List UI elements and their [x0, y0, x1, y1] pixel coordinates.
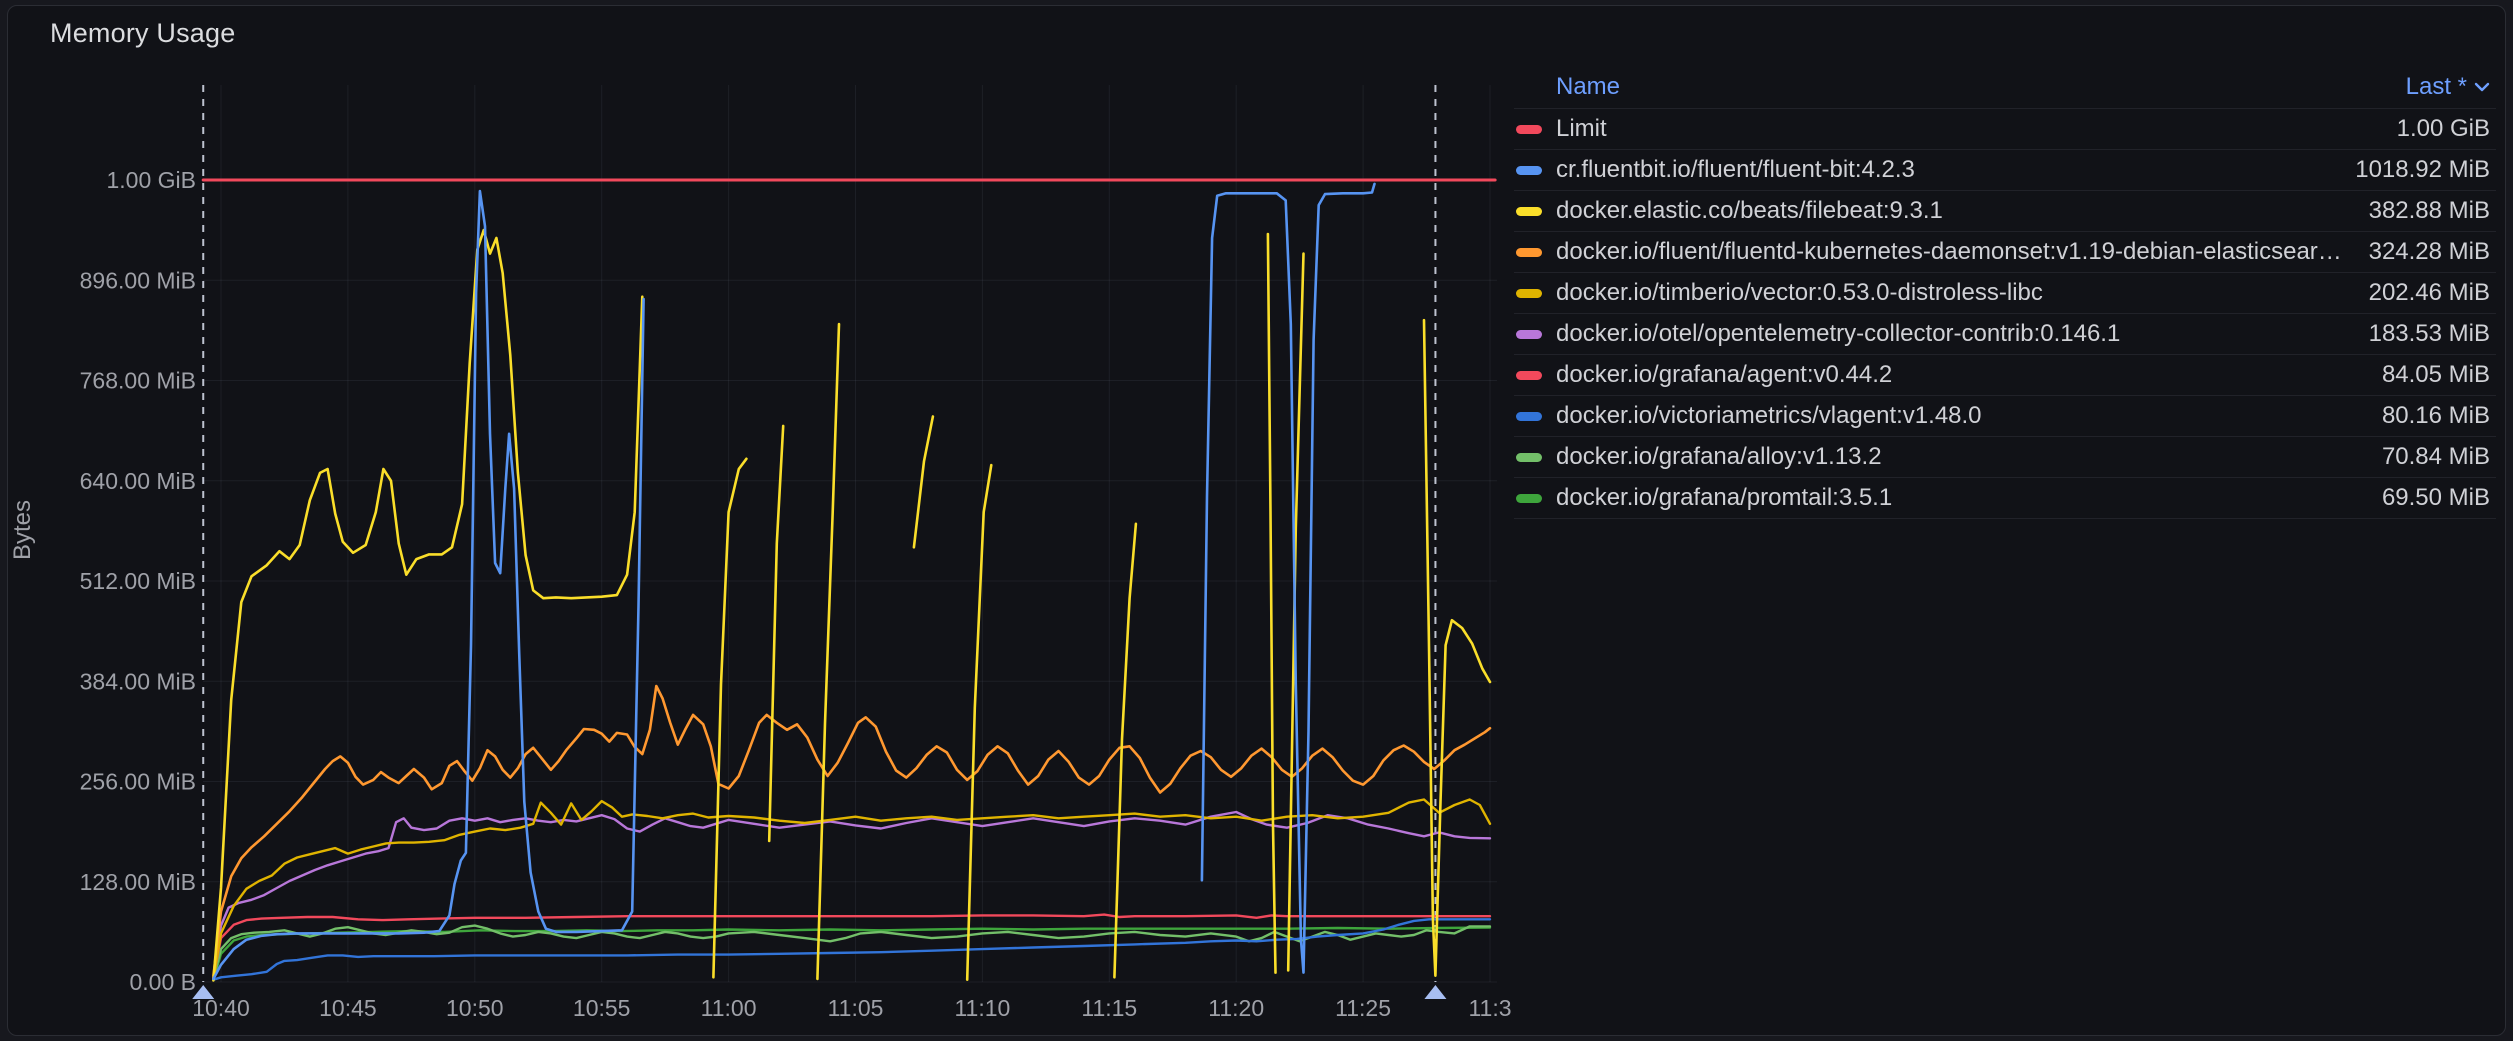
series-last-value: 1.00 GiB: [2396, 115, 2490, 142]
series-line-fluentd[interactable]: [212, 684, 1492, 977]
legend-row[interactable]: cr.fluentbit.io/fluent/fluent-bit:4.2.3 1…: [1514, 150, 2496, 191]
series-last-value: 382.88 MiB: [2368, 197, 2490, 224]
series-name[interactable]: docker.io/grafana/alloy:v1.13.2: [1556, 443, 1882, 470]
legend-last-label: Last *: [2405, 73, 2467, 100]
legend-row[interactable]: docker.io/grafana/agent:v0.44.2 84.05 MiB: [1514, 355, 2496, 396]
series-name[interactable]: docker.io/victoriametrics/vlagent:v1.48.…: [1556, 402, 1982, 429]
memory-usage-panel: Memory Usage: [7, 5, 2506, 1036]
series-color-swatch[interactable]: [1516, 411, 1542, 421]
series-last-value: 202.46 MiB: [2368, 279, 2490, 306]
y-tick-label: 768.00 MiB: [80, 368, 196, 394]
sort-chevron-down-icon: [2474, 82, 2490, 92]
legend-table: Name Last * Limit 1.00 GiB cr.fluentbit.io…: [1514, 66, 2496, 519]
series-last-value: 1018.92 MiB: [2355, 156, 2490, 183]
legend-header: Name Last *: [1514, 66, 2496, 109]
series-line-fluent-bit[interactable]: [212, 182, 1376, 981]
series-color-swatch[interactable]: [1516, 124, 1542, 134]
legend-row[interactable]: Limit 1.00 GiB: [1514, 109, 2496, 150]
series-last-value: 70.84 MiB: [2381, 443, 2490, 470]
series-last-value: 84.05 MiB: [2381, 361, 2490, 388]
x-tick-label: 11:10: [954, 995, 1010, 1021]
legend-sort-by-last[interactable]: Last *: [2406, 73, 2490, 101]
legend-row[interactable]: docker.io/otel/opentelemetry-collector-c…: [1514, 314, 2496, 355]
x-tick-label: 11:00: [701, 995, 757, 1021]
y-tick-label: 896.00 MiB: [80, 267, 196, 293]
x-tick-label: 11:20: [1208, 995, 1264, 1021]
series-name[interactable]: docker.elastic.co/beats/filebeat:9.3.1: [1556, 197, 1943, 224]
series-color-swatch[interactable]: [1516, 452, 1542, 462]
series-last-value: 80.16 MiB: [2381, 402, 2490, 429]
series-line-vlagent[interactable]: [212, 918, 1492, 981]
y-tick-label: 0.00 B: [130, 969, 197, 995]
y-tick-label: 128.00 MiB: [80, 869, 196, 895]
x-tick-label: 10:45: [319, 995, 377, 1021]
y-axis-title: Bytes: [9, 500, 36, 560]
x-tick-label: 10:40: [192, 995, 250, 1021]
x-tick-label: 10:55: [573, 995, 631, 1021]
series-name[interactable]: docker.io/grafana/promtail:3.5.1: [1556, 484, 1893, 511]
series-line-filebeat[interactable]: [212, 228, 1492, 982]
y-tick-label: 384.00 MiB: [80, 668, 196, 694]
series-last-value: 324.28 MiB: [2368, 238, 2490, 265]
series-name[interactable]: docker.io/timberio/vector:0.53.0-distrol…: [1556, 279, 2043, 306]
x-tick-label: 10:50: [446, 995, 504, 1021]
legend-row[interactable]: docker.io/fluent/fluentd-kubernetes-daem…: [1514, 232, 2496, 273]
series-last-value: 69.50 MiB: [2381, 484, 2490, 511]
y-tick-label: 256.00 MiB: [80, 769, 196, 795]
series-name[interactable]: cr.fluentbit.io/fluent/fluent-bit:4.2.3: [1556, 156, 1915, 183]
series-name[interactable]: docker.io/otel/opentelemetry-collector-c…: [1556, 320, 2121, 347]
series-name[interactable]: Limit: [1556, 115, 1607, 142]
series-color-swatch[interactable]: [1516, 493, 1542, 503]
series-name[interactable]: docker.io/fluent/fluentd-kubernetes-daem…: [1556, 238, 2349, 265]
series-last-value: 183.53 MiB: [2368, 320, 2490, 347]
x-tick-label: 11:05: [828, 995, 884, 1021]
series-color-swatch[interactable]: [1516, 247, 1542, 257]
panel-title: Memory Usage: [50, 18, 236, 48]
series-color-swatch[interactable]: [1516, 206, 1542, 216]
y-tick-label: 640.00 MiB: [80, 468, 196, 494]
x-tick-label: 11:15: [1081, 995, 1137, 1021]
y-tick-label: 512.00 MiB: [80, 568, 196, 594]
x-tick-label: 11:25: [1335, 995, 1391, 1021]
legend-row[interactable]: docker.io/grafana/alloy:v1.13.2 70.84 MiB: [1514, 437, 2496, 478]
annotation-marker-icon[interactable]: [192, 985, 215, 999]
legend-row[interactable]: docker.io/timberio/vector:0.53.0-distrol…: [1514, 273, 2496, 314]
series-line-vector[interactable]: [212, 798, 1492, 981]
x-tick-label: 11:3: [1468, 995, 1511, 1021]
legend-row[interactable]: docker.elastic.co/beats/filebeat:9.3.1 38…: [1514, 191, 2496, 232]
series-color-swatch[interactable]: [1516, 165, 1542, 175]
series-name[interactable]: docker.io/grafana/agent:v0.44.2: [1556, 361, 1893, 388]
annotation-marker-icon[interactable]: [1424, 985, 1447, 999]
series-color-swatch[interactable]: [1516, 288, 1542, 298]
legend-sort-by-name[interactable]: Name: [1556, 73, 1621, 100]
series-color-swatch[interactable]: [1516, 370, 1542, 380]
series-line-agent[interactable]: [212, 913, 1492, 979]
legend-rows: Limit 1.00 GiB cr.fluentbit.io/fluent/flue…: [1514, 109, 2496, 519]
legend-row[interactable]: docker.io/victoriametrics/vlagent:v1.48.…: [1514, 396, 2496, 437]
y-tick-label: 1.00 GiB: [107, 167, 197, 193]
legend-row[interactable]: docker.io/grafana/promtail:3.5.1 69.50 Mi…: [1514, 478, 2496, 519]
series-color-swatch[interactable]: [1516, 329, 1542, 339]
